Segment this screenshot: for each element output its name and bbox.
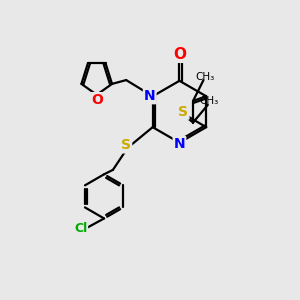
Text: O: O [173, 47, 186, 62]
Text: S: S [121, 138, 131, 152]
Text: N: N [174, 137, 185, 151]
Text: Cl: Cl [74, 222, 87, 235]
Text: CH₃: CH₃ [195, 72, 214, 82]
Text: N: N [144, 89, 155, 103]
Text: O: O [92, 93, 103, 107]
Text: CH₃: CH₃ [200, 96, 219, 106]
Text: S: S [178, 105, 188, 119]
